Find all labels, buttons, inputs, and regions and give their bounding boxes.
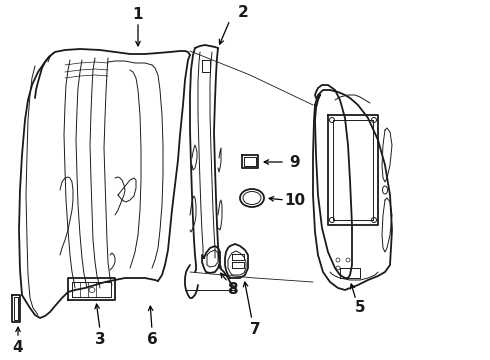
Text: 9: 9 [290, 154, 300, 170]
Text: 1: 1 [133, 6, 143, 22]
Text: 2: 2 [238, 5, 248, 19]
Text: 5: 5 [355, 301, 366, 315]
Text: 10: 10 [284, 193, 306, 207]
Text: 8: 8 [227, 283, 237, 297]
Text: 7: 7 [250, 323, 260, 338]
Text: 4: 4 [13, 341, 24, 356]
Text: 6: 6 [147, 333, 157, 347]
Text: 3: 3 [95, 333, 105, 347]
